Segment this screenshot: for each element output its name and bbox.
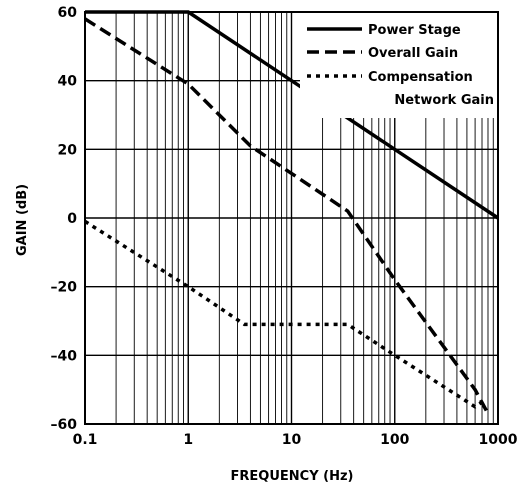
y-tick-label: –40: [51, 348, 78, 364]
series-line-compensation: [84, 219, 487, 409]
y-axis-title: GAIN (dB): [15, 184, 30, 256]
legend-label-compensation: Compensation: [368, 70, 473, 85]
x-tick-label: 1000: [479, 432, 518, 448]
y-tick-label: –60: [51, 417, 78, 433]
y-tick-label: 40: [58, 74, 78, 90]
legend: Power Stage Overall Gain Compensation Ne…: [300, 8, 498, 118]
legend-label-power-stage: Power Stage: [368, 23, 461, 38]
plot-frame: [84, 11, 499, 425]
y-tick-label: 0: [67, 211, 77, 227]
x-axis-title: FREQUENCY (Hz): [231, 469, 354, 484]
x-tick-label: 1: [183, 432, 193, 448]
legend-label-network-gain: Network Gain: [394, 93, 494, 108]
axis-tick-labels: 0.1 1 10 100 1000 60 40 20 0 –20 –40 –60: [51, 5, 518, 448]
y-tick-label: 60: [58, 5, 78, 21]
x-tick-label: 100: [380, 432, 409, 448]
x-tick-label: 0.1: [73, 432, 98, 448]
legend-background: [300, 8, 498, 118]
y-tick-label: –20: [51, 280, 78, 296]
legend-label-overall-gain: Overall Gain: [368, 46, 458, 61]
series-line-overall-gain: [84, 17, 490, 415]
x-tick-label: 10: [282, 432, 302, 448]
y-tick-label: 20: [58, 142, 78, 158]
